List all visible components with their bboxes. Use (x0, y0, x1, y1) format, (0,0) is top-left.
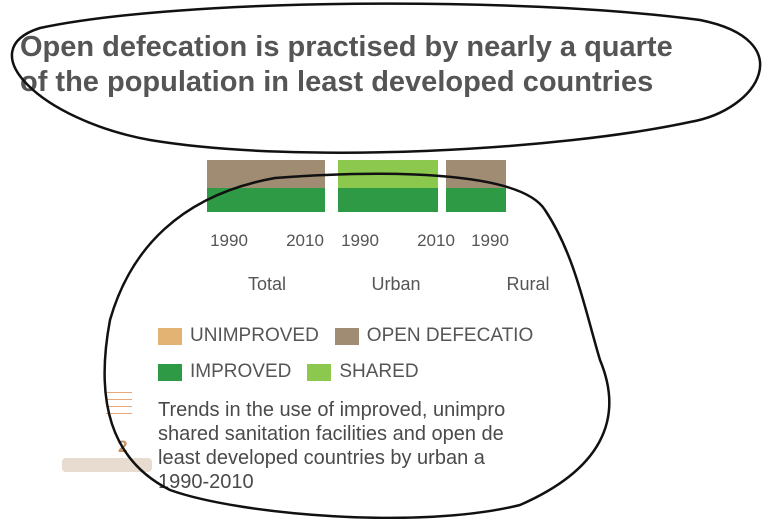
legend-label-open-defecation: OPEN DEFECATIO (366, 325, 534, 346)
caption-line-4: 1990-2010 (158, 471, 254, 493)
caption-line-1: Trends in the use of improved, unimpro (158, 399, 506, 421)
bar-segment-1-open-defecatio (267, 160, 325, 188)
x-tick-label-4: 1990 (471, 231, 509, 250)
legend-item-shared: SHARED (307, 361, 419, 383)
bar-segment-4-open-defecatio (446, 160, 506, 188)
x-tick-label-2: 1990 (341, 231, 379, 250)
group-label-rural: Rural (506, 274, 549, 294)
x-tick-label-3: 2010 (417, 231, 455, 250)
legend-label-shared: SHARED (339, 361, 419, 382)
bar-segment-4-improved (446, 188, 506, 212)
legend-item-unimproved: UNIMPROVED (158, 325, 319, 347)
bar-segments (207, 160, 506, 212)
legend: UNIMPROVED OPEN DEFECATIO IMPROVED SHARE… (158, 318, 598, 390)
group-label-urban: Urban (371, 274, 420, 294)
group-labels: Total Urban Rural (248, 274, 550, 294)
caption-line-3: least developed countries by urban a (158, 447, 485, 469)
bar-segment-3-shared (386, 160, 438, 188)
bar-segment-2-improved (338, 188, 386, 212)
legend-label-unimproved: UNIMPROVED (190, 325, 319, 346)
legend-item-open-defecation: OPEN DEFECATIO (334, 325, 534, 347)
chart-caption: Trends in the use of improved, unimpro s… (158, 398, 628, 508)
bar-segment-0-open-defecatio (207, 160, 267, 188)
blurred-bar (62, 458, 152, 472)
x-tick-label-0: 1990 (210, 231, 248, 250)
legend-row-1: UNIMPROVED OPEN DEFECATIO (158, 318, 598, 354)
side-tick-marks (106, 392, 132, 420)
bar-segment-0-improved (207, 188, 267, 212)
legend-row-2: IMPROVED SHARED (158, 354, 598, 390)
bar-segment-2-shared (338, 160, 386, 188)
bar-segment-1-improved (267, 188, 325, 212)
legend-item-improved: IMPROVED (158, 361, 291, 383)
group-label-total: Total (248, 274, 286, 294)
legend-swatch-improved (158, 363, 182, 381)
legend-swatch-shared (307, 363, 332, 381)
x-tick-label-1: 2010 (286, 231, 324, 250)
legend-label-improved: IMPROVED (190, 361, 292, 382)
legend-swatch-open-defecation (334, 327, 359, 345)
side-number: 2 (118, 437, 127, 456)
caption-line-2: shared sanitation facilities and open de (158, 423, 504, 445)
legend-swatch-unimproved (158, 327, 182, 345)
x-tick-labels: 1990 2010 1990 2010 1990 (210, 231, 509, 250)
bar-segment-3-improved (386, 188, 438, 212)
